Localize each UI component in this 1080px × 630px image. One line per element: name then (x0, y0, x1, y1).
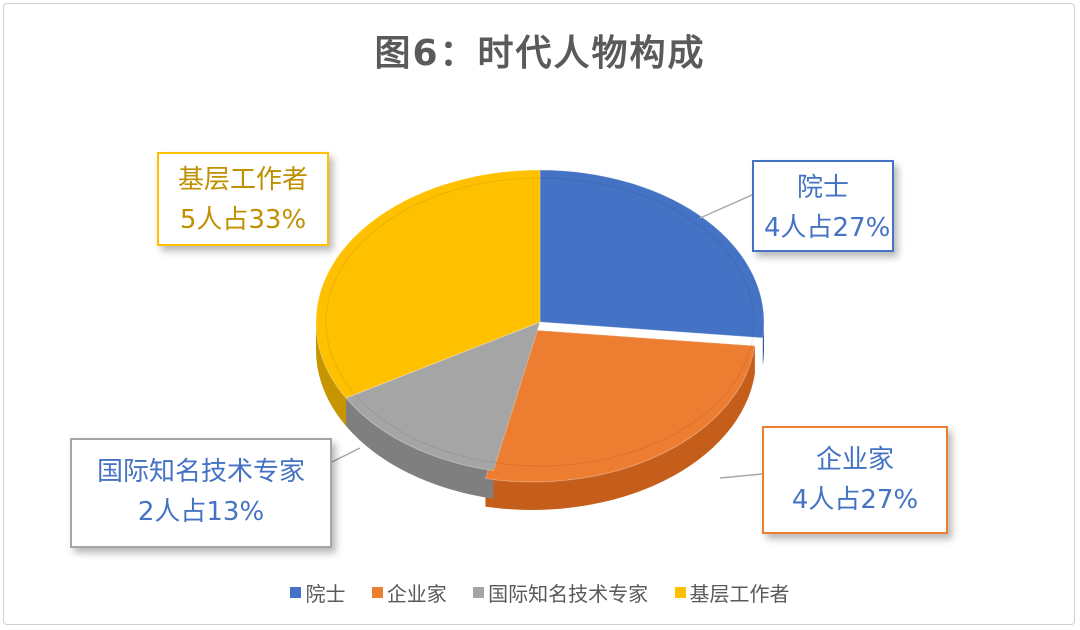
legend-item-tech-expert: 国际知名技术专家 (473, 578, 648, 607)
pie-rim-highlight (325, 177, 755, 467)
leader-line-entrepreneur (719, 473, 763, 479)
leader-line-academician (699, 194, 753, 219)
legend-label-tech-expert: 国际知名技术专家 (488, 582, 649, 606)
pie-slice-entrepreneur (484, 329, 756, 483)
legend-swatch-academician (290, 587, 302, 598)
callout-entrepreneur-value: 4人占27% (791, 485, 919, 515)
legend-swatch-tech-expert (473, 587, 485, 598)
legend-label-grassroots: 基层工作者 (689, 582, 790, 606)
callout-grassroots-value: 5人占33% (179, 205, 307, 235)
pie-slice-grassroots (315, 169, 541, 399)
pie-slices-group (315, 169, 765, 483)
leader-line-tech-expert (331, 447, 361, 463)
callout-entrepreneur-label: 企业家 (815, 445, 894, 475)
callout-entrepreneur: 企业家 4人占27% (762, 426, 948, 534)
callout-grassroots: 基层工作者 5人占33% (157, 152, 329, 246)
callout-tech-expert-label: 国际知名技术专家 (96, 457, 305, 487)
callout-academician-value: 4人占27% (764, 213, 891, 243)
legend-swatch-entrepreneur (371, 587, 383, 598)
callout-academician-label: 院士 (796, 173, 849, 203)
chart-legend: 院士 企业家 国际知名技术专家 基层工作者 (0, 578, 1080, 607)
callout-tech-expert-value: 2人占13% (137, 497, 265, 527)
chart-title: 图6：时代人物构成 (374, 33, 706, 74)
pie-slice-tech-expert (345, 321, 541, 472)
callout-grassroots-label: 基层工作者 (177, 165, 308, 195)
pie-side-entrepreneur (485, 345, 755, 510)
leader-lines-group (331, 194, 763, 479)
legend-item-entrepreneur: 企业家 (371, 578, 447, 607)
callout-academician: 院士 4人占27% (752, 160, 894, 252)
pie-side-tech-expert (346, 398, 494, 499)
callout-tech-expert: 国际知名技术专家 2人占13% (70, 438, 332, 548)
legend-label-entrepreneur: 企业家 (386, 582, 447, 606)
legend-item-grassroots: 基层工作者 (674, 578, 790, 607)
legend-label-academician: 院士 (305, 582, 346, 606)
pie-side-grassroots (316, 322, 347, 426)
legend-item-academician: 院士 (290, 578, 345, 607)
pie-slice-academician (539, 169, 765, 339)
legend-swatch-grassroots (674, 587, 686, 598)
pie-side-academician (762, 322, 764, 366)
